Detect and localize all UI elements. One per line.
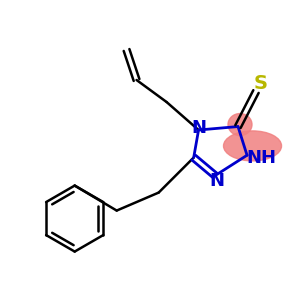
Text: N: N	[191, 119, 206, 137]
Ellipse shape	[224, 131, 281, 161]
Text: NH: NH	[246, 149, 276, 167]
Ellipse shape	[228, 114, 252, 136]
Text: N: N	[210, 172, 225, 190]
Text: S: S	[254, 74, 268, 93]
